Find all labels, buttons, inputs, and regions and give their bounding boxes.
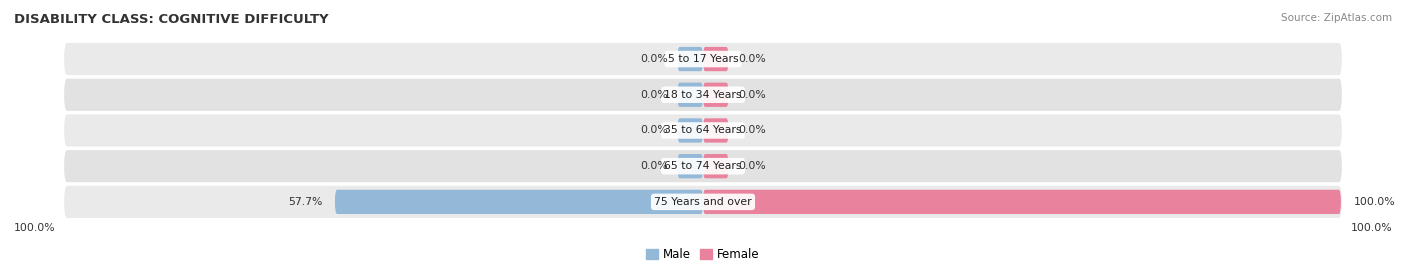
Legend: Male, Female: Male, Female — [641, 243, 765, 266]
FancyBboxPatch shape — [65, 186, 1341, 218]
Text: 0.0%: 0.0% — [640, 125, 668, 136]
FancyBboxPatch shape — [65, 43, 1341, 75]
FancyBboxPatch shape — [703, 190, 1341, 214]
Text: 75 Years and over: 75 Years and over — [654, 197, 752, 207]
FancyBboxPatch shape — [703, 118, 728, 143]
FancyBboxPatch shape — [703, 154, 728, 178]
FancyBboxPatch shape — [65, 79, 1341, 111]
Text: 5 to 17 Years: 5 to 17 Years — [668, 54, 738, 64]
FancyBboxPatch shape — [678, 47, 703, 71]
Text: 100.0%: 100.0% — [1350, 222, 1392, 233]
FancyBboxPatch shape — [335, 190, 703, 214]
Text: 0.0%: 0.0% — [738, 54, 766, 64]
Text: Source: ZipAtlas.com: Source: ZipAtlas.com — [1281, 13, 1392, 23]
FancyBboxPatch shape — [678, 83, 703, 107]
FancyBboxPatch shape — [703, 83, 728, 107]
Text: 100.0%: 100.0% — [1354, 197, 1395, 207]
Text: 18 to 34 Years: 18 to 34 Years — [664, 90, 742, 100]
Text: 0.0%: 0.0% — [738, 90, 766, 100]
FancyBboxPatch shape — [678, 154, 703, 178]
Text: 0.0%: 0.0% — [640, 54, 668, 64]
Text: 65 to 74 Years: 65 to 74 Years — [664, 161, 742, 171]
Text: 100.0%: 100.0% — [14, 222, 56, 233]
Text: 0.0%: 0.0% — [640, 90, 668, 100]
Text: DISABILITY CLASS: COGNITIVE DIFFICULTY: DISABILITY CLASS: COGNITIVE DIFFICULTY — [14, 13, 329, 26]
FancyBboxPatch shape — [678, 118, 703, 143]
Text: 0.0%: 0.0% — [738, 125, 766, 136]
Text: 57.7%: 57.7% — [288, 197, 322, 207]
Text: 35 to 64 Years: 35 to 64 Years — [664, 125, 742, 136]
FancyBboxPatch shape — [703, 47, 728, 71]
FancyBboxPatch shape — [65, 150, 1341, 182]
Text: 0.0%: 0.0% — [738, 161, 766, 171]
Text: 0.0%: 0.0% — [640, 161, 668, 171]
FancyBboxPatch shape — [65, 114, 1341, 147]
